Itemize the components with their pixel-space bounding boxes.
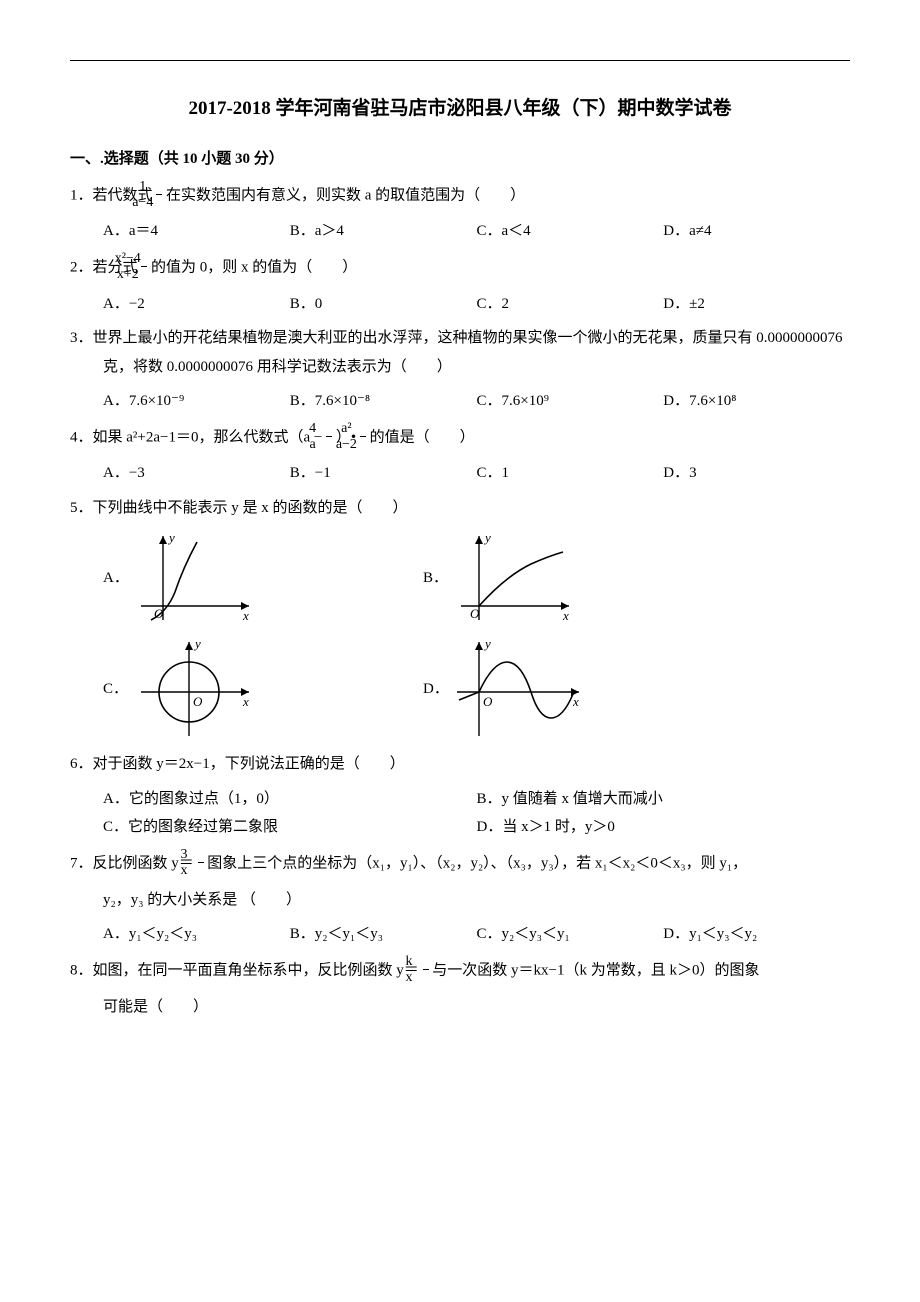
q2-opt-b: B．0 [290, 290, 477, 319]
q5-row-cd: C． O x y D． O x y [70, 634, 850, 744]
q4-opt-a: A．−3 [103, 459, 290, 488]
q4-opt-b: B．−1 [290, 459, 477, 488]
q5-cell-c: C． O x y [103, 634, 423, 744]
q5-graph-d: O x y [451, 634, 591, 744]
svg-text:y: y [483, 530, 491, 545]
q1-fraction: 1 a−4 [156, 179, 162, 211]
q3-opt-a: A．7.6×10⁻⁹ [103, 387, 290, 416]
q5-cell-b: B． O x y [423, 528, 743, 628]
q7-frac-num: 3 [198, 847, 204, 863]
section-heading: 一、.选择题（共 10 小题 30 分） [70, 145, 850, 174]
svg-text:x: x [242, 694, 249, 709]
q6-opt-b: B．y 值随着 x 值增大而减小 [477, 785, 851, 814]
q6-opt-d: D．当 x＞1 时，y＞0 [477, 813, 851, 842]
q5-label-c: C． [103, 675, 131, 704]
q1-opt-c: C．a＜4 [477, 217, 664, 246]
q2-frac-den: x+2 [141, 267, 147, 282]
q2-fraction: x²−4 x+2 [141, 251, 147, 283]
svg-text:x: x [562, 608, 569, 623]
svg-text:O: O [470, 606, 480, 621]
q5-label-d: D． [423, 675, 451, 704]
q1-options: A．a＝4 B．a＞4 C．a＜4 D．a≠4 [70, 217, 850, 246]
svg-text:y: y [483, 636, 491, 651]
q8-fraction: k x [423, 954, 429, 986]
q5-cell-d: D． O x y [423, 634, 743, 744]
q3-opt-c: C．7.6×10⁹ [477, 387, 664, 416]
q8-frac-num: k [423, 954, 429, 970]
q4-frac1: 4 a [326, 421, 332, 453]
svg-text:O: O [154, 606, 164, 621]
q4-frac2-den: a−2 [360, 437, 366, 452]
q5-graph-b: O x y [451, 528, 581, 628]
q5-row-ab: A． O x y B． O x y [70, 528, 850, 628]
q2-opt-c: C．2 [477, 290, 664, 319]
q4-opt-c: C．1 [477, 459, 664, 488]
question-4: 4．如果 a²+2a−1＝0，那么代数式（a − 4 a ）• a² a−2 的… [70, 422, 850, 454]
question-6: 6．对于函数 y＝2x−1，下列说法正确的是（ ） [70, 750, 850, 779]
q4-post: 的值是（ ） [370, 429, 475, 445]
q1-frac-den: a−4 [156, 195, 162, 210]
q1-frac-num: 1 [156, 179, 162, 195]
q1-post: 在实数范围内有意义，则实数 a 的取值范围为（ ） [166, 187, 525, 203]
q6-opt-a: A．它的图象过点（1，0） [103, 785, 477, 814]
q4-options: A．−3 B．−1 C．1 D．3 [70, 459, 850, 488]
question-1: 1．若代数式 1 a−4 在实数范围内有意义，则实数 a 的取值范围为（ ） [70, 180, 850, 212]
q5-graph-c: O x y [131, 634, 261, 744]
q7-pre: 7．反比例函数 y＝ [70, 855, 194, 871]
question-8: 8．如图，在同一平面直角坐标系中，反比例函数 y＝ k x 与一次函数 y＝kx… [70, 955, 850, 987]
q1-opt-d: D．a≠4 [663, 217, 850, 246]
svg-text:x: x [242, 608, 249, 623]
q8-post: 与一次函数 y＝kx−1（k 为常数，且 k＞0）的图象 [432, 962, 759, 978]
q7-line2: y₂，y₃ 的大小关系是 （ ） [70, 886, 850, 915]
svg-text:y: y [167, 530, 175, 545]
q7-opt-a: A．y₁＜y₂＜y₃ [103, 920, 290, 949]
q5-cell-a: A． O x y [103, 528, 423, 628]
q7-mid: 图象上三个点的坐标为（x₁，y₁）、（x₂，y₂）、（x₃，y₃），若 x₁＜x… [207, 855, 747, 871]
svg-text:y: y [193, 636, 201, 651]
q8-line2: 可能是（ ） [70, 993, 850, 1022]
q2-frac-num: x²−4 [141, 251, 147, 267]
q2-opt-a: A．−2 [103, 290, 290, 319]
q7-opt-c: C．y₂＜y₃＜y₁ [477, 920, 664, 949]
q4-frac2-num: a² [360, 421, 366, 437]
q1-opt-b: B．a＞4 [290, 217, 477, 246]
question-3: 3．世界上最小的开花结果植物是澳大利亚的出水浮萍，这种植物的果实像一个微小的无花… [70, 324, 850, 381]
q4-pre: 4．如果 a²+2a−1＝0，那么代数式（a − [70, 429, 322, 445]
q2-post: 的值为 0，则 x 的值为（ ） [151, 259, 357, 275]
q4-opt-d: D．3 [663, 459, 850, 488]
q3-opt-d: D．7.6×10⁸ [663, 387, 850, 416]
q3-opt-b: B．7.6×10⁻⁸ [290, 387, 477, 416]
svg-text:O: O [193, 694, 203, 709]
q7-options: A．y₁＜y₂＜y₃ B．y₂＜y₁＜y₃ C．y₂＜y₃＜y₁ D．y₁＜y₃… [70, 920, 850, 949]
q8-pre: 8．如图，在同一平面直角坐标系中，反比例函数 y＝ [70, 962, 419, 978]
q6-opt-c: C．它的图象经过第二象限 [103, 813, 477, 842]
q8-frac-den: x [423, 970, 429, 985]
q4-frac1-den: a [326, 437, 332, 452]
q3-options: A．7.6×10⁻⁹ B．7.6×10⁻⁸ C．7.6×10⁹ D．7.6×10… [70, 387, 850, 416]
q5-label-b: B． [423, 564, 451, 593]
page-title: 2017-2018 学年河南省驻马店市泌阳县八年级（下）期中数学试卷 [70, 91, 850, 127]
q7-frac-den: x [198, 863, 204, 878]
q6-options: A．它的图象过点（1，0） B．y 值随着 x 值增大而减小 C．它的图象经过第… [70, 785, 850, 842]
q4-frac1-num: 4 [326, 421, 332, 437]
q2-options: A．−2 B．0 C．2 D．±2 [70, 290, 850, 319]
svg-text:O: O [483, 694, 493, 709]
question-2: 2．若分式 x²−4 x+2 的值为 0，则 x 的值为（ ） [70, 252, 850, 284]
q4-frac2: a² a−2 [360, 421, 366, 453]
q1-opt-a: A．a＝4 [103, 217, 290, 246]
q7-fraction: 3 x [198, 847, 204, 879]
svg-text:x: x [572, 694, 579, 709]
q5-label-a: A． [103, 564, 131, 593]
q2-opt-d: D．±2 [663, 290, 850, 319]
top-rule [70, 60, 850, 61]
q7-opt-b: B．y₂＜y₁＜y₃ [290, 920, 477, 949]
question-7: 7．反比例函数 y＝ 3 x 图象上三个点的坐标为（x₁，y₁）、（x₂，y₂）… [70, 848, 850, 880]
q7-opt-d: D．y₁＜y₃＜y₂ [663, 920, 850, 949]
q5-graph-a: O x y [131, 528, 261, 628]
question-5: 5．下列曲线中不能表示 y 是 x 的函数的是（ ） [70, 494, 850, 523]
